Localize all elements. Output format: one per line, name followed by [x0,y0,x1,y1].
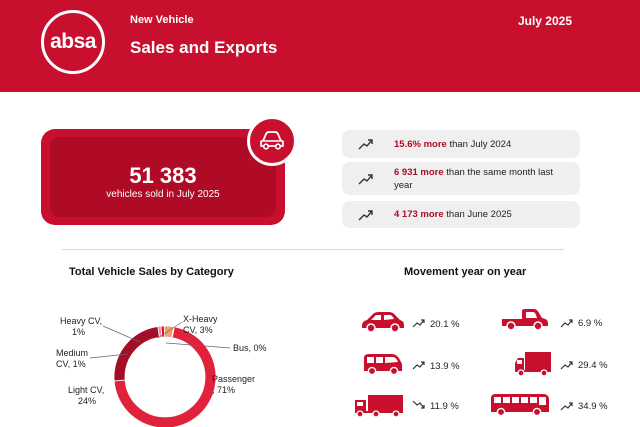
comparison-units: 6 931 more than the same month last year [342,162,580,195]
label-passenger: Passenger, 71% [212,374,255,396]
comparison-highlight: 15.6% more [394,139,447,150]
comparison-text: 4 173 more than June 2025 [394,208,572,221]
donut-slice-passenger [113,326,217,427]
trend-up-icon [560,402,573,411]
total-sales-value: 51 383 [129,163,197,188]
movement-heavy-truck-pct: 11.9 % [430,401,459,412]
trend-up-icon [358,210,373,221]
medium-truck-icon [515,352,551,377]
category-donut-chart [113,325,217,427]
total-sales-card: 51 383 vehicles sold in July 2025 [41,129,285,225]
comparison-text: 6 931 more than the same month last year [394,166,572,192]
label-passenger-name: Passenger [212,374,256,384]
trend-up-icon [560,361,573,370]
label-medium-cv: Medium CV, 1% [56,348,88,370]
category-chart-title: Total Vehicle Sales by Category [69,266,234,278]
comparison-rest: than July 2024 [446,139,512,150]
bus-icon [491,394,549,417]
label-light-cv: Light CV, 24% [68,385,104,407]
label-xheavy-cv: X-Heavy CV, 3% [183,314,218,336]
heavy-truck-icon [355,395,403,418]
page-title: Sales and Exports [130,38,278,57]
label-bus: Bus, 0% [233,343,267,353]
passenger-car-icon [362,312,404,333]
label-light-cv-name: Light CV, [68,385,105,395]
comparison-year: 15.6% more than July 2024 [342,130,580,158]
movement-title: Movement year on year [404,266,527,278]
movement-passenger-pct: 20.1 % [430,319,460,330]
trend-up-icon [560,319,573,328]
total-sales-inner: 51 383 vehicles sold in July 2025 [50,137,276,217]
section-divider [62,249,564,250]
trend-up-icon [358,139,373,150]
donut-slice-light-cv [113,326,160,382]
header-banner: absa New Vehicle Sales and Exports July … [0,0,640,92]
car-badge [247,116,297,166]
label-medium-cv-value: CV, 1% [56,359,86,369]
trend-up-icon [412,361,425,370]
label-heavy-cv-name: Heavy CV, [60,316,103,326]
minibus-icon [364,354,402,376]
label-xheavy-cv-name: X-Heavy [183,314,218,324]
label-heavy-cv: Heavy CV, 1% [60,316,102,338]
label-medium-cv-name: Medium [56,348,89,358]
movement-medium-truck-pct: 29.4 % [578,360,608,371]
label-xheavy-cv-value: CV, 3% [183,325,213,335]
movement-bus-pct: 34.9 % [578,401,608,412]
comparison-highlight: 4 173 more [394,209,444,220]
car-icon [260,131,284,150]
comparison-rest: than the same month last year [394,167,553,191]
header-subtitle: New Vehicle [130,14,194,26]
report-date: July 2025 [517,14,572,28]
comparison-text: 15.6% more than July 2024 [394,138,572,151]
label-passenger-value: , 71% [212,385,236,395]
pickup-truck-icon [502,309,548,331]
movement-pickup-pct: 6.9 % [578,318,603,329]
trend-up-icon [358,174,373,185]
label-heavy-cv-value: 1% [72,327,86,337]
comparison-highlight: 6 931 more [394,167,444,178]
label-light-cv-value: 24% [78,396,97,406]
comparison-rest: than June 2025 [443,209,512,220]
absa-logo: absa [41,10,105,74]
trend-down-icon [412,400,425,409]
comparison-month: 4 173 more than June 2025 [342,201,580,228]
trend-up-icon [412,319,425,328]
total-sales-label: vehicles sold in July 2025 [106,189,220,200]
movement-minibus-pct: 13.9 % [430,361,460,372]
logo-text: absa [50,30,96,53]
